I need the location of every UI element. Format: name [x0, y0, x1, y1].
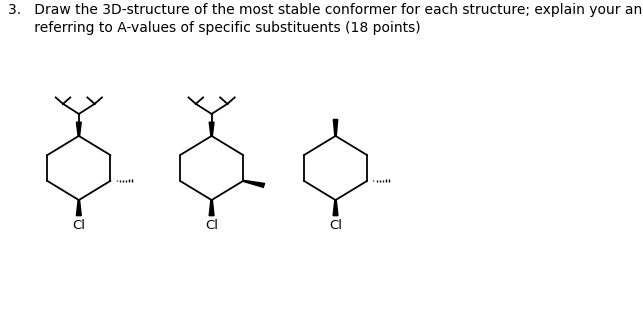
Polygon shape: [333, 119, 338, 136]
Polygon shape: [77, 200, 81, 216]
Text: Cl: Cl: [329, 219, 342, 232]
Polygon shape: [77, 122, 81, 136]
Text: referring to A-values of specific substituents (18 points): referring to A-values of specific substi…: [8, 22, 421, 35]
Text: 3.   Draw the 3D-structure of the most stable conformer for each structure; expl: 3. Draw the 3D-structure of the most sta…: [8, 3, 643, 17]
Text: Cl: Cl: [73, 219, 86, 232]
Polygon shape: [209, 122, 214, 136]
Polygon shape: [209, 200, 214, 216]
Polygon shape: [243, 180, 265, 187]
Polygon shape: [333, 200, 338, 216]
Text: Cl: Cl: [205, 219, 218, 232]
